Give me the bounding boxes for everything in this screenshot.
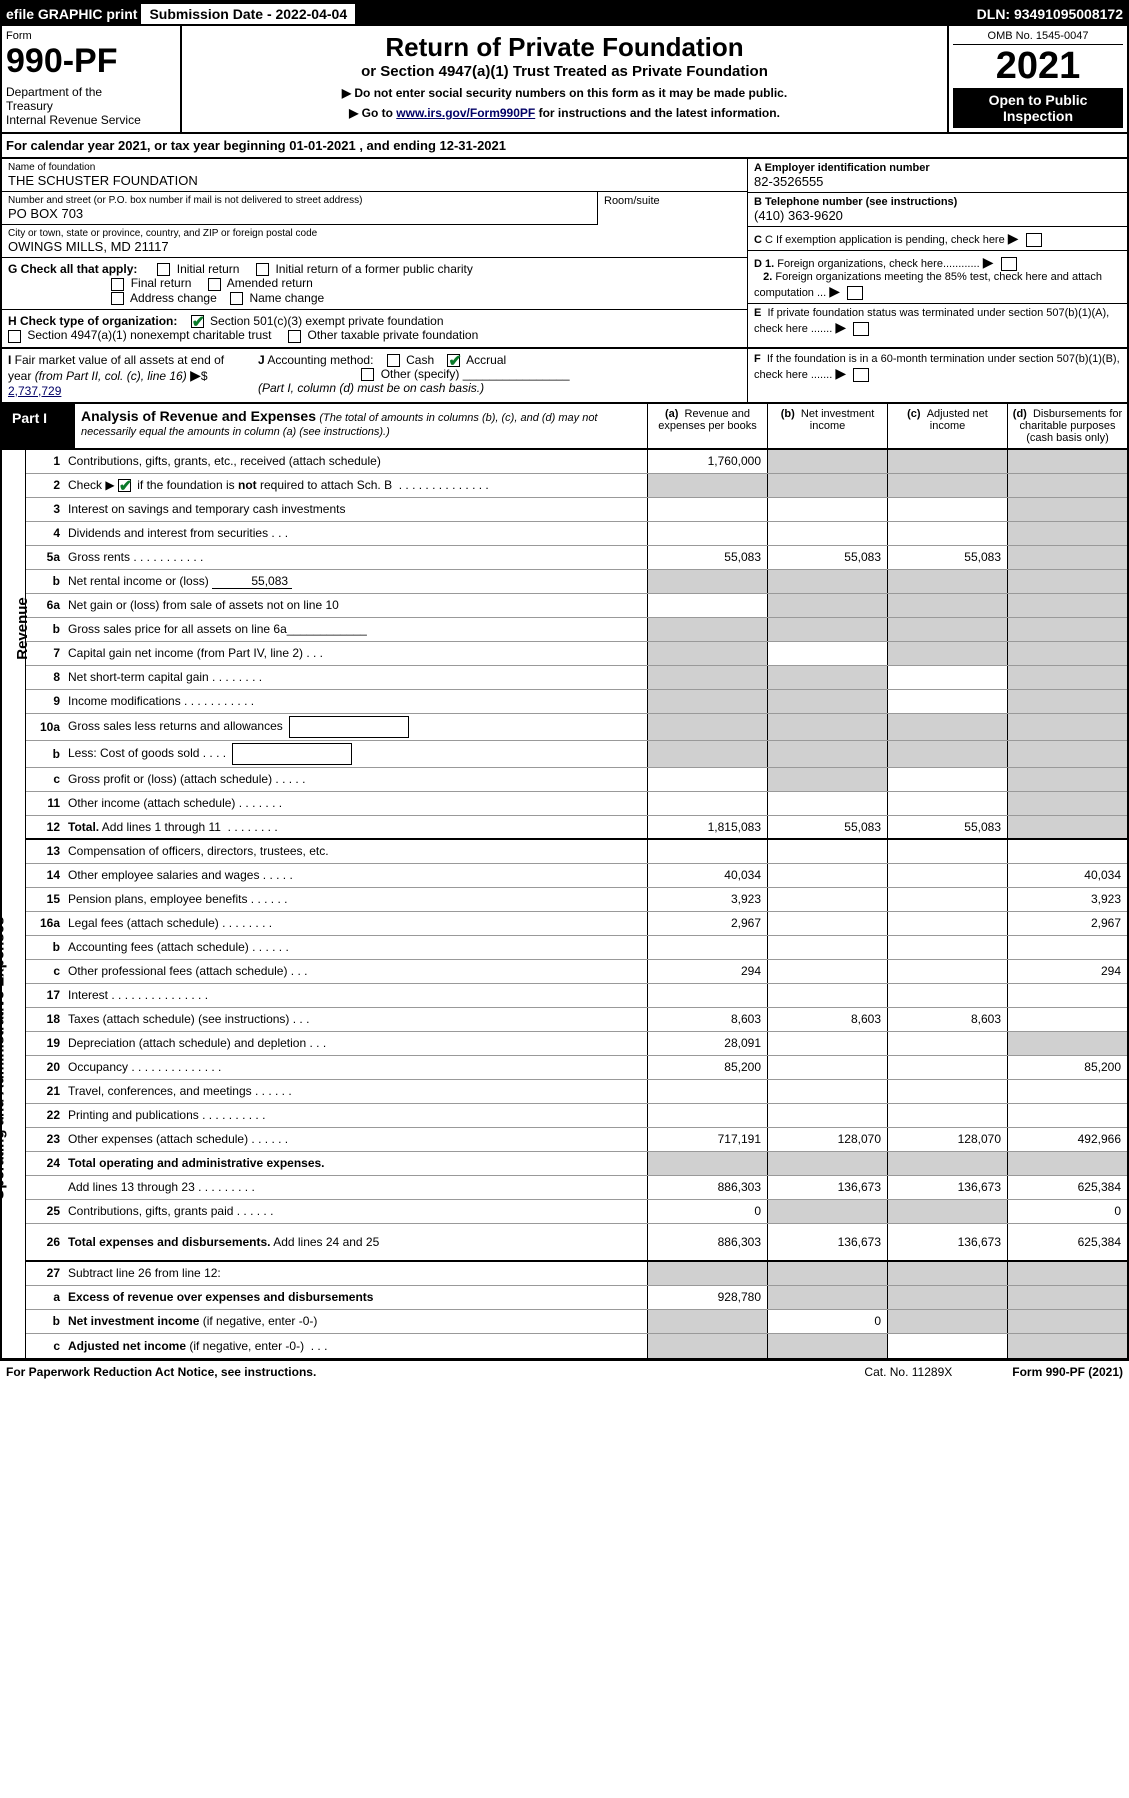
checkbox-other-method[interactable] [361,368,374,381]
irs-link[interactable]: www.irs.gov/Form990PF [396,106,535,120]
checkbox-schb[interactable] [118,479,131,492]
omb-number: OMB No. 1545-0047 [953,30,1123,45]
form-subtitle: or Section 4947(a)(1) Trust Treated as P… [188,63,941,80]
part1-title: Analysis of Revenue and Expenses (The to… [75,404,647,448]
checkbox-initial[interactable] [157,263,170,276]
checkbox-accrual[interactable] [447,354,460,367]
open-public-badge: Open to Public Inspection [953,88,1123,128]
efile-label: efile GRAPHIC print [6,6,137,22]
checkbox-initial-former[interactable] [256,263,269,276]
checkbox-501c3[interactable] [191,315,204,328]
fmv-value[interactable]: 2,737,729 [8,384,61,398]
form-number: 990-PF [6,42,176,81]
address-cell: Number and street (or P.O. box number if… [2,192,597,225]
dln-label: DLN: 93491095008172 [977,6,1123,22]
h-checks: H Check type of organization: Section 50… [2,310,747,347]
checkbox-4947[interactable] [8,330,21,343]
col-c-head: (c) Adjusted net income [887,404,1007,448]
c-cell: C C If exemption application is pending,… [748,227,1127,251]
phone-cell: B Telephone number (see instructions) (4… [748,193,1127,227]
paperwork-notice: For Paperwork Reduction Act Notice, see … [6,1365,316,1379]
checkbox-cash[interactable] [387,354,400,367]
form-word: Form [6,30,176,42]
checkbox-d2[interactable] [847,286,863,300]
calendar-year-line: For calendar year 2021, or tax year begi… [2,134,1127,159]
f-cell: F If the foundation is in a 60-month ter… [747,349,1127,402]
room-suite-cell: Room/suite [597,192,747,225]
revenue-label: Revenue [2,450,26,840]
form-title-box: Return of Private Foundation or Section … [182,26,947,132]
checkbox-addr-change[interactable] [111,292,124,305]
foundation-name-cell: Name of foundation THE SCHUSTER FOUNDATI… [2,159,747,192]
checkbox-e[interactable] [853,322,869,336]
form-title: Return of Private Foundation [188,32,941,63]
expenses-label: Operating and Administrative Expenses [2,840,26,1358]
checkbox-amended[interactable] [208,278,221,291]
checkbox-d1[interactable] [1001,257,1017,271]
e-cell: E If private foundation status was termi… [748,304,1127,339]
d-cell: D 1. Foreign organizations, check here..… [748,251,1127,304]
checkbox-other-taxable[interactable] [288,330,301,343]
fmv-cell: I Fair market value of all assets at end… [8,353,248,398]
checkbox-final[interactable] [111,278,124,291]
form-footer: Form 990-PF (2021) [1012,1365,1123,1379]
checkbox-c[interactable] [1026,233,1042,247]
note-link: ▶ Go to www.irs.gov/Form990PF for instru… [188,106,941,120]
dept-label: Department of theTreasuryInternal Revenu… [6,85,176,127]
year-box: OMB No. 1545-0047 2021 Open to Public In… [947,26,1127,132]
col-a-head: (a) Revenue and expenses per books [647,404,767,448]
col-d-head: (d) Disbursements for charitable purpose… [1007,404,1127,448]
top-bar: efile GRAPHIC print Submission Date - 20… [2,2,1127,26]
accounting-method: J Accounting method: Cash Accrual Other … [248,353,741,398]
checkbox-f[interactable] [853,368,869,382]
ein-cell: A Employer identification number 82-3526… [748,159,1127,193]
form-id-box: Form 990-PF Department of theTreasuryInt… [2,26,182,132]
g-checks: G Check all that apply: Initial return I… [2,258,747,310]
footer: For Paperwork Reduction Act Notice, see … [0,1360,1129,1383]
col-b-head: (b) Net investment income [767,404,887,448]
submission-date: Submission Date - 2022-04-04 [141,4,355,24]
city-cell: City or town, state or province, country… [2,225,747,258]
part1-label: Part I [2,404,75,448]
note-ssn: ▶ Do not enter social security numbers o… [188,86,941,100]
checkbox-name-change[interactable] [230,292,243,305]
cat-number: Cat. No. 11289X [864,1365,952,1379]
tax-year: 2021 [953,45,1123,88]
